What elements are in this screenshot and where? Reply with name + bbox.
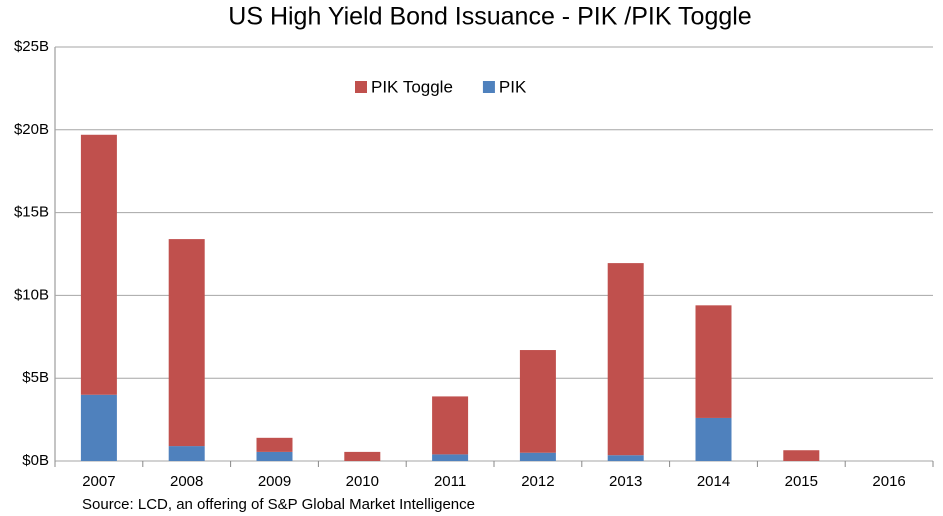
x-tick-label: 2009 bbox=[258, 473, 291, 490]
x-tick-label: 2011 bbox=[434, 473, 466, 490]
x-tick-label: 2010 bbox=[346, 473, 379, 490]
x-tick-label: 2014 bbox=[697, 473, 730, 490]
y-tick-label: $15B bbox=[14, 204, 49, 221]
source-note: Source: LCD, an offering of S&P Global M… bbox=[82, 496, 475, 513]
y-tick-label: $20B bbox=[14, 121, 49, 138]
bar-segment bbox=[344, 451, 381, 461]
y-tick-label: $5B bbox=[22, 369, 49, 386]
bar-segment bbox=[695, 417, 732, 461]
bar-segment bbox=[168, 446, 205, 461]
y-tick-label: $10B bbox=[14, 286, 49, 303]
bar-segment bbox=[256, 437, 293, 452]
legend-label: PIK bbox=[499, 77, 527, 96]
bar-segment bbox=[432, 454, 469, 461]
bar-segment bbox=[695, 305, 732, 418]
bar-segment bbox=[256, 451, 293, 461]
bar-segment bbox=[783, 450, 820, 461]
x-tick-label: 2015 bbox=[785, 473, 818, 490]
x-tick-label: 2013 bbox=[609, 473, 642, 490]
bar-segment bbox=[80, 394, 117, 461]
x-tick-label: 2007 bbox=[82, 473, 115, 490]
y-tick-label: $0B bbox=[22, 452, 49, 469]
x-tick-label: 2016 bbox=[872, 473, 905, 490]
bar-segment bbox=[519, 452, 556, 461]
legend-swatch bbox=[355, 81, 367, 93]
bar-segment bbox=[432, 396, 469, 455]
chart-title: US High Yield Bond Issuance - PIK /PIK T… bbox=[228, 3, 751, 31]
bar-segment bbox=[80, 134, 117, 395]
legend-swatch bbox=[482, 81, 495, 93]
x-tick-label: 2008 bbox=[170, 473, 203, 490]
bar-segment bbox=[168, 239, 205, 447]
bar-segment bbox=[519, 350, 556, 453]
x-tick-label: 2012 bbox=[521, 473, 554, 490]
y-tick-label: $25B bbox=[14, 38, 49, 55]
bar-segment bbox=[607, 263, 644, 456]
legend-label: PIK Toggle bbox=[371, 77, 453, 96]
bar-segment bbox=[607, 455, 644, 461]
